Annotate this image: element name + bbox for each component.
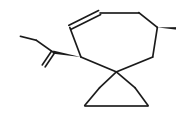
Polygon shape [53,51,81,57]
Polygon shape [157,27,176,30]
